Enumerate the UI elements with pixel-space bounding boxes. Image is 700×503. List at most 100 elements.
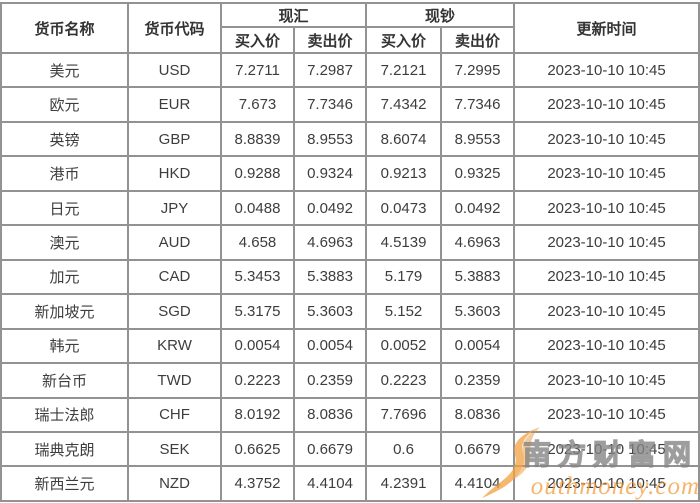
update-time-cell: 2023-10-10 10:45	[513, 155, 700, 192]
spot-buy-cell: 0.0054	[220, 327, 295, 365]
update-time-cell: 2023-10-10 10:45	[513, 327, 700, 365]
header-spot-buy: 买入价	[220, 26, 295, 54]
cash-sell-cell: 8.0836	[440, 396, 516, 433]
currency-code-cell: GBP	[127, 120, 222, 158]
spot-sell-cell: 8.0836	[292, 396, 368, 433]
header-cash-buy: 买入价	[365, 26, 443, 54]
update-time-cell: 2023-10-10 10:45	[513, 258, 700, 296]
currency-name-cell: 新加坡元	[0, 293, 129, 330]
cash-buy-cell: 7.4342	[365, 86, 443, 123]
spot-buy-cell: 4.658	[220, 224, 295, 261]
cash-sell-cell: 0.2359	[440, 362, 516, 399]
currency-code-cell: CAD	[127, 258, 222, 296]
currency-code-cell: AUD	[127, 224, 222, 261]
cash-buy-cell: 5.152	[365, 293, 443, 330]
currency-name-cell: 港币	[0, 155, 129, 192]
spot-buy-cell: 7.2711	[220, 51, 295, 89]
currency-code-cell: SEK	[127, 430, 222, 468]
currency-name-cell: 澳元	[0, 224, 129, 261]
update-time-cell: 2023-10-10 10:45	[513, 224, 700, 261]
spot-buy-cell: 0.9288	[220, 155, 295, 192]
header-spot-sell: 卖出价	[292, 26, 368, 54]
table-row: 澳元 AUD 4.658 4.6963 4.5139 4.6963 2023-1…	[0, 224, 700, 261]
header-row-groups: 货币名称 货币代码 现汇 现钞 更新时间	[0, 2, 700, 54]
spot-sell-cell: 8.9553	[292, 120, 368, 158]
currency-name-cell: 日元	[0, 189, 129, 227]
update-time-cell: 2023-10-10 10:45	[513, 430, 700, 468]
cash-sell-cell: 0.9325	[440, 155, 516, 192]
table-row: 日元 JPY 0.0488 0.0492 0.0473 0.0492 2023-…	[0, 189, 700, 227]
spot-buy-cell: 8.8839	[220, 120, 295, 158]
spot-buy-cell: 0.6625	[220, 430, 295, 468]
spot-sell-cell: 7.7346	[292, 86, 368, 123]
header-currency-code: 货币代码	[127, 2, 222, 54]
spot-buy-cell: 5.3175	[220, 293, 295, 330]
spot-buy-cell: 8.0192	[220, 396, 295, 433]
table-row: 英镑 GBP 8.8839 8.9553 8.6074 8.9553 2023-…	[0, 120, 700, 158]
currency-name-cell: 瑞典克朗	[0, 430, 129, 468]
update-time-cell: 2023-10-10 10:45	[513, 465, 700, 502]
cash-sell-cell: 8.9553	[440, 120, 516, 158]
table-header: 货币名称 货币代码 现汇 现钞 更新时间 买入价 卖出价 买入价 卖出价	[0, 2, 700, 54]
header-row-sub: 买入价 卖出价 买入价 卖出价	[1, 26, 699, 54]
currency-name-cell: 新台币	[0, 362, 129, 399]
spot-sell-cell: 0.9324	[292, 155, 368, 192]
update-time-cell: 2023-10-10 10:45	[513, 120, 700, 158]
currency-name-cell: 英镑	[0, 120, 129, 158]
currency-name-cell: 新西兰元	[0, 465, 129, 502]
currency-name-cell: 加元	[0, 258, 129, 296]
currency-name-cell: 韩元	[0, 327, 129, 365]
spot-sell-cell: 0.0492	[292, 189, 368, 227]
header-cash-group: 现钞	[365, 2, 516, 28]
spot-buy-cell: 7.673	[220, 86, 295, 123]
currency-code-cell: USD	[127, 51, 222, 89]
rates-table-body: 美元 USD 7.2711 7.2987 7.2121 7.2995 2023-…	[0, 51, 700, 502]
cash-sell-cell: 5.3603	[440, 293, 516, 330]
currency-code-cell: NZD	[127, 465, 222, 502]
table-row: 瑞典克朗 SEK 0.6625 0.6679 0.6 0.6679 2023-1…	[0, 430, 700, 468]
header-currency-name: 货币名称	[0, 2, 129, 54]
spot-buy-cell: 4.3752	[220, 465, 295, 502]
cash-sell-cell: 4.4104	[440, 465, 516, 502]
currency-code-cell: CHF	[127, 396, 222, 433]
currency-code-cell: SGD	[127, 293, 222, 330]
update-time-cell: 2023-10-10 10:45	[513, 362, 700, 399]
header-cash-sell: 卖出价	[440, 26, 516, 54]
table-row: 欧元 EUR 7.673 7.7346 7.4342 7.7346 2023-1…	[0, 86, 700, 123]
table-row: 港币 HKD 0.9288 0.9324 0.9213 0.9325 2023-…	[0, 155, 700, 192]
currency-code-cell: HKD	[127, 155, 222, 192]
spot-sell-cell: 0.0054	[292, 327, 368, 365]
spot-sell-cell: 7.2987	[292, 51, 368, 89]
spot-sell-cell: 4.4104	[292, 465, 368, 502]
table-row: 新加坡元 SGD 5.3175 5.3603 5.152 5.3603 2023…	[0, 293, 700, 330]
spot-sell-cell: 4.6963	[292, 224, 368, 261]
update-time-cell: 2023-10-10 10:45	[513, 396, 700, 433]
currency-name-cell: 欧元	[0, 86, 129, 123]
cash-buy-cell: 4.2391	[365, 465, 443, 502]
cash-sell-cell: 4.6963	[440, 224, 516, 261]
cash-sell-cell: 0.0054	[440, 327, 516, 365]
spot-buy-cell: 0.0488	[220, 189, 295, 227]
spot-buy-cell: 0.2223	[220, 362, 295, 399]
update-time-cell: 2023-10-10 10:45	[513, 293, 700, 330]
table-row: 新西兰元 NZD 4.3752 4.4104 4.2391 4.4104 202…	[0, 465, 700, 502]
cash-buy-cell: 4.5139	[365, 224, 443, 261]
cash-buy-cell: 0.0052	[365, 327, 443, 365]
currency-code-cell: JPY	[127, 189, 222, 227]
cash-sell-cell: 5.3883	[440, 258, 516, 296]
cash-buy-cell: 7.7696	[365, 396, 443, 433]
currency-code-cell: EUR	[127, 86, 222, 123]
spot-buy-cell: 5.3453	[220, 258, 295, 296]
cash-buy-cell: 7.2121	[365, 51, 443, 89]
table-row: 韩元 KRW 0.0054 0.0054 0.0052 0.0054 2023-…	[0, 327, 700, 365]
cash-sell-cell: 0.6679	[440, 430, 516, 468]
cash-buy-cell: 0.2223	[365, 362, 443, 399]
currency-name-cell: 美元	[0, 51, 129, 89]
currency-code-cell: TWD	[127, 362, 222, 399]
spot-sell-cell: 5.3883	[292, 258, 368, 296]
cash-buy-cell: 8.6074	[365, 120, 443, 158]
cash-buy-cell: 0.9213	[365, 155, 443, 192]
update-time-cell: 2023-10-10 10:45	[513, 189, 700, 227]
table-row: 加元 CAD 5.3453 5.3883 5.179 5.3883 2023-1…	[0, 258, 700, 296]
spot-sell-cell: 0.2359	[292, 362, 368, 399]
